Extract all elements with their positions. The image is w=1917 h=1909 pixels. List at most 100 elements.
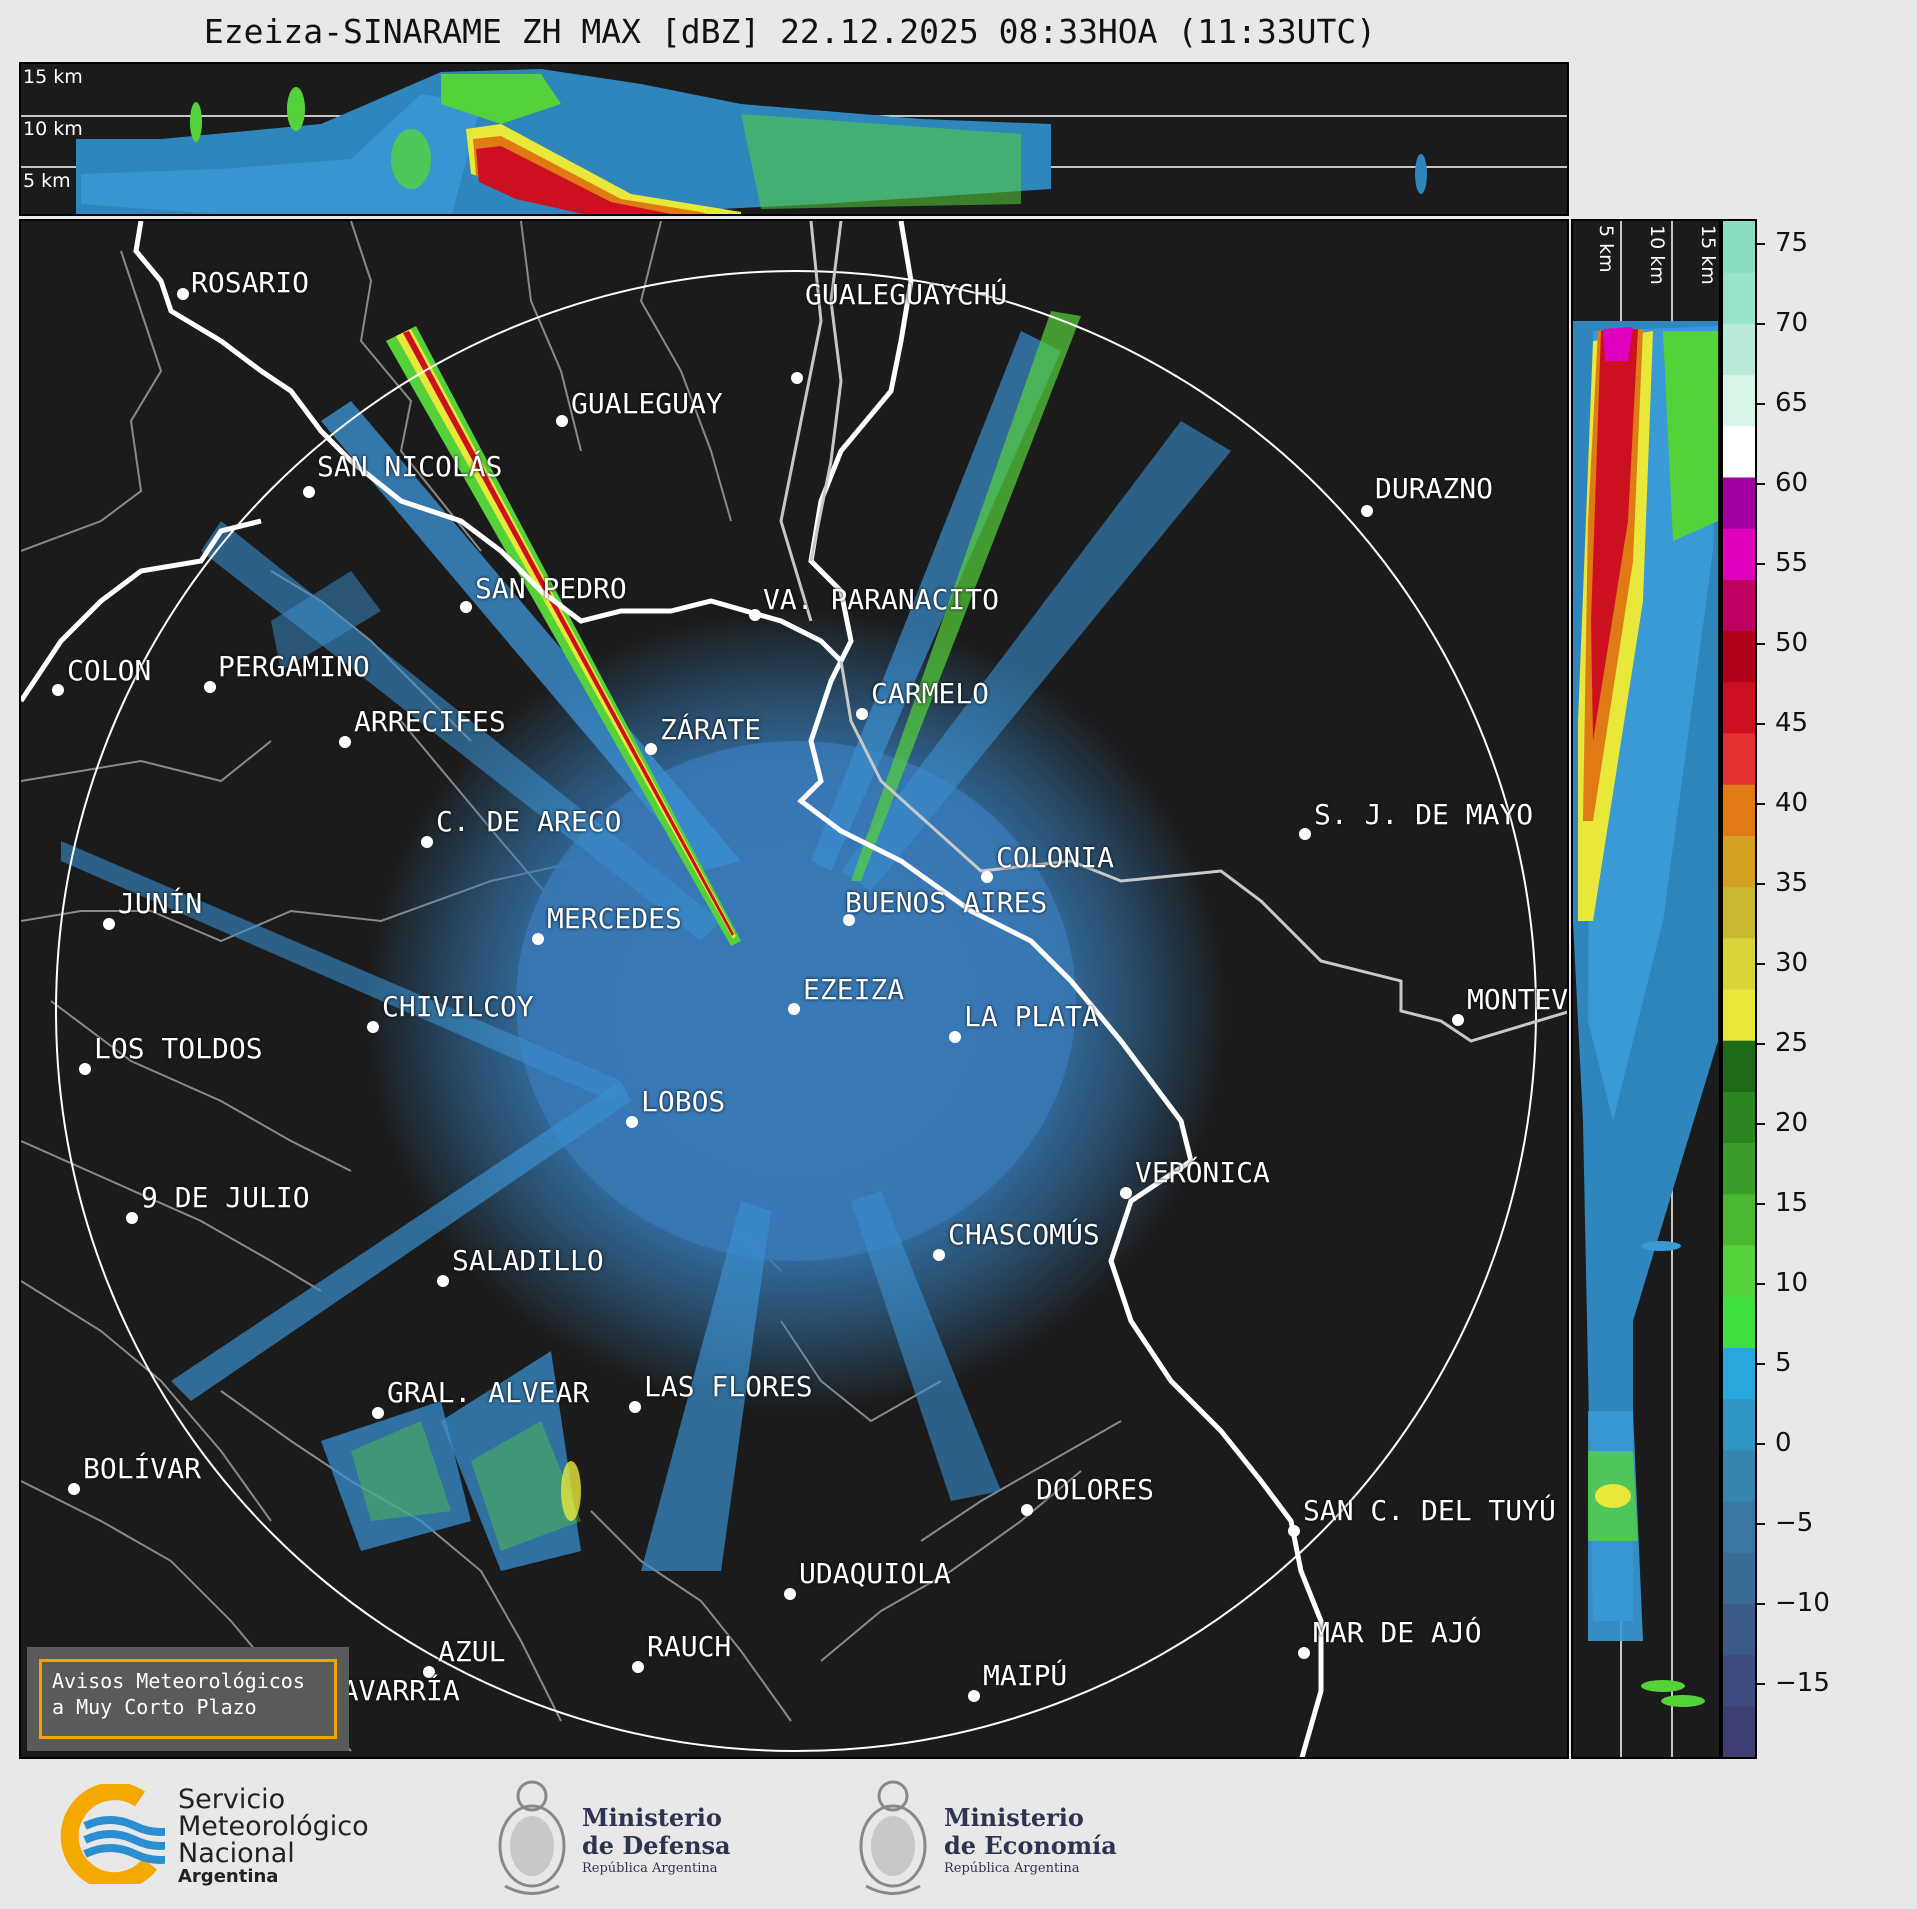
height-label-15km: 15 km <box>23 66 83 88</box>
city-dot <box>177 288 189 300</box>
side-height-profile: 5 km 10 km 15 km <box>1571 219 1721 1759</box>
colorbar-band <box>1723 1449 1755 1502</box>
colorbar-band <box>1723 477 1755 529</box>
colorbar-tick-label: 25 <box>1775 1028 1809 1058</box>
colorbar-tick <box>1757 883 1765 885</box>
smn-text: Servicio Meteorológico Nacional Argentin… <box>178 1786 369 1887</box>
side-height-label-5km: 5 km <box>1595 225 1617 273</box>
smn-logo-icon <box>60 1784 165 1884</box>
colorbar-tick <box>1757 243 1765 245</box>
colorbar-tick-label: 30 <box>1775 948 1809 978</box>
colorbar-band <box>1723 579 1755 632</box>
economia-title2: de Economía <box>944 1831 1117 1860</box>
city-label-azul: AZUL <box>438 1635 506 1668</box>
side-height-label-10km: 10 km <box>1646 225 1668 285</box>
city-dot <box>372 1407 384 1419</box>
colorbar-band <box>1723 528 1755 580</box>
city-label-saladillo: SALADILLO <box>452 1244 604 1277</box>
colorbar-band <box>1723 835 1755 888</box>
defensa-title2: de Defensa <box>582 1831 731 1860</box>
colorbar-band <box>1723 1654 1755 1707</box>
colorbar-tick-label: 50 <box>1775 628 1809 658</box>
city-label-arrecifes: ARRECIFES <box>354 705 506 738</box>
city-label-maipu: MAIPÚ <box>983 1659 1068 1692</box>
city-label-lobos: LOBOS <box>641 1085 726 1118</box>
city-label-rauch: RAUCH <box>647 1630 732 1663</box>
city-dot <box>68 1483 80 1495</box>
city-label-sj-de-mayo: S. J. DE MAYO <box>1314 798 1534 831</box>
height-label-5km: 5 km <box>23 170 71 192</box>
defensa-sub: República Argentina <box>582 1861 718 1876</box>
colorbar-tick <box>1757 483 1765 485</box>
radar-map-svg <box>21 221 1567 1757</box>
city-dot <box>1288 1525 1300 1537</box>
city-label-pergamino: PERGAMINO <box>218 650 370 683</box>
colorbar-tick <box>1757 1203 1765 1205</box>
colorbar-tick-label: 0 <box>1775 1428 1792 1458</box>
colorbar-band <box>1723 323 1755 376</box>
colorbar-band <box>1723 989 1755 1041</box>
city-dot <box>52 684 64 696</box>
smn-line3: Nacional <box>178 1838 295 1869</box>
avisos-box[interactable]: Avisos Meteorológicos a Muy Corto Plazo <box>27 1647 349 1751</box>
city-label-colon: COLON <box>67 654 152 687</box>
city-label-san-nicolas: SAN NICOLÁS <box>317 450 503 483</box>
city-dot <box>79 1063 91 1075</box>
city-label-chivilcoy: CHIVILCOY <box>382 990 534 1023</box>
colorbar-tick <box>1757 803 1765 805</box>
city-dot <box>1452 1014 1464 1026</box>
city-label-udaquiola: UDAQUIOLA <box>799 1557 951 1590</box>
top-profile-echoes <box>76 69 1427 214</box>
colorbar-band <box>1723 937 1755 990</box>
colorbar-band <box>1723 1142 1755 1195</box>
colorbar-tick-label: 20 <box>1775 1108 1809 1138</box>
defensa-title1: Ministerio <box>582 1803 722 1832</box>
economia-sub: República Argentina <box>944 1861 1080 1876</box>
economia-title1: Ministerio <box>944 1803 1084 1832</box>
city-label-buenos-aires: BUENOS AIRES <box>845 886 1048 919</box>
city-dot <box>103 918 115 930</box>
colorbar-band <box>1723 272 1755 324</box>
colorbar-band <box>1723 1245 1755 1297</box>
colorbar-band <box>1723 784 1755 836</box>
city-dot <box>933 1249 945 1261</box>
colorbar-tick-label: 15 <box>1775 1188 1809 1218</box>
city-label-zarate: ZÁRATE <box>660 713 762 746</box>
city-label-chascomus: CHASCOMÚS <box>948 1218 1100 1251</box>
defensa-seal-icon <box>498 1780 566 1895</box>
city-label-gualeguay: GUALEGUAY <box>571 387 723 420</box>
colorbar-tick <box>1757 1443 1765 1445</box>
city-dot <box>303 486 315 498</box>
colorbar-band <box>1723 1193 1755 1246</box>
avisos-line1: Avisos Meteorológicos <box>52 1669 305 1693</box>
colorbar-tick <box>1757 643 1765 645</box>
colorbar-tick-label: 35 <box>1775 868 1809 898</box>
colorbar-tick-label: −15 <box>1775 1668 1830 1698</box>
city-dot <box>556 415 568 427</box>
footer: Servicio Meteorológico Nacional Argentin… <box>0 1762 1917 1909</box>
city-label-va-paranacito: VA. PARANACITO <box>763 583 1000 616</box>
colorbar-band <box>1723 1552 1755 1604</box>
city-label-dolores: DOLORES <box>1036 1473 1155 1506</box>
top-height-profile: 15 km 10 km 5 km <box>19 62 1569 216</box>
city-label-colonia: COLONIA <box>996 841 1115 874</box>
economia-text: Ministerio de Economía República Argenti… <box>944 1804 1117 1878</box>
city-dot <box>423 1666 435 1678</box>
city-dot <box>421 836 433 848</box>
top-profile-svg <box>21 69 1567 214</box>
colorbar-tick-label: 55 <box>1775 548 1809 578</box>
colorbar-band <box>1723 1347 1755 1400</box>
colorbar-band <box>1723 1040 1755 1092</box>
city-label-mar-de-ajo: MAR DE AJÓ <box>1313 1616 1482 1649</box>
colorbar-band <box>1723 425 1755 478</box>
city-dot <box>1299 828 1311 840</box>
colorbar-tick <box>1757 1683 1765 1685</box>
city-dot <box>632 1661 644 1673</box>
side-height-label-15km: 15 km <box>1697 225 1719 285</box>
colorbar-tick <box>1757 1523 1765 1525</box>
city-label-ezeiza: EZEIZA <box>803 973 905 1006</box>
colorbar-ticks: 75 70 65 60 55 50 45 40 35 30 25 20 15 10 5 0 −5 −10 −15 <box>1757 219 1907 1759</box>
city-dot <box>629 1401 641 1413</box>
colorbar-band <box>1723 221 1755 273</box>
economia-seal-icon <box>859 1780 927 1895</box>
